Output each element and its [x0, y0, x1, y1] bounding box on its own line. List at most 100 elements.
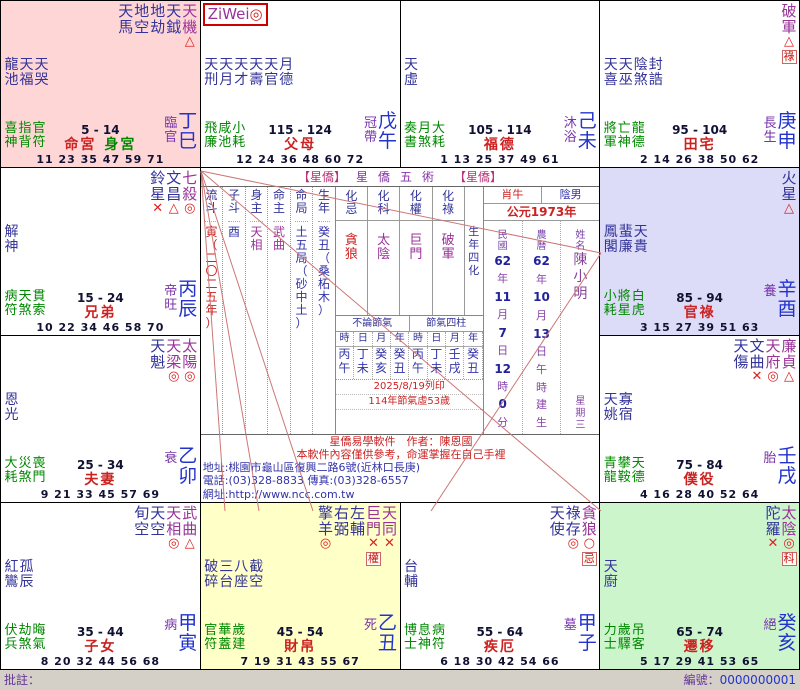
palace-info: 115 - 124 父母 12 24 36 48 60 72 — [201, 123, 400, 166]
hua-transform-mark: 忌 — [581, 551, 597, 566]
palace-xu[interactable]: 天傷文曲 ✕ 天府 ◎ 廉貞 △ 天姚寡宿青龍攀鞍天德 75 - 84 僕役 4 16 28 40… — [600, 335, 799, 502]
chart-key-value: 寅（二〇二五年） — [205, 221, 218, 330]
palace-mao[interactable]: 天魁天梁 ◎ 太陽 ◎ 恩光大耗災煞喪門 25 - 34 夫妻 9 21 33 45 57 6… — [1, 335, 200, 502]
ziwei-star-label: ZiWei — [207, 5, 250, 23]
life-stage: 養 — [763, 283, 777, 299]
lunar-date-value: 月 — [535, 308, 547, 322]
pillar-ganzhi: 壬戌 — [448, 347, 461, 376]
ganzhi-label: 甲子 — [577, 612, 597, 654]
main-stars: 天傷文曲 ✕ 天府 ◎ 廉貞 △ — [733, 338, 797, 384]
palace-name-text: 疾厄 — [483, 639, 516, 655]
spirit-star: 官符 — [32, 121, 46, 151]
age-range: 35 - 44 — [77, 625, 124, 639]
stage-ganzhi: 墓甲子 — [563, 613, 597, 653]
spirit-stars: 青龍攀鞍天德 — [603, 456, 645, 485]
minor-stars: 鳳閣蜚廉天貴 — [603, 225, 648, 255]
pillars-header-row: 時日月年時日月年 — [335, 332, 483, 348]
minor-stars: 天姚寡宿 — [603, 392, 633, 423]
main-star: 天梁 ◎ — [166, 336, 182, 384]
life-stage: 絕 — [763, 618, 777, 633]
decade-ages: 8 20 32 44 56 68 — [40, 655, 161, 668]
spirit-star: 奏書 — [403, 121, 417, 151]
spirit-star: 歲驛 — [617, 623, 631, 652]
brightness-mark: ◎ — [184, 368, 196, 384]
pillar-header: 日 — [354, 332, 373, 347]
lunar-date-value: 日 — [535, 345, 547, 359]
palace-si[interactable]: 天馬地空地劫天鉞天機 △ 龍池天福天哭喜神指背官符 5 - 14 命宮 身宮 11 23 3… — [1, 1, 200, 168]
pillar-value: 丙午 — [336, 347, 355, 380]
minor-star: 天才 — [234, 57, 249, 88]
palace-shen[interactable]: 破軍 △ 祿天喜天巫陰煞封誥將軍亡神龍德 95 - 104 田宅 2 14 26 38 5… — [600, 1, 799, 168]
decade-ages: 9 21 33 45 57 69 — [40, 487, 161, 501]
chart-key-column: 流斗寅（二〇二五年） — [201, 187, 224, 434]
main-stars: 天魁天梁 ◎ 太陽 ◎ — [150, 338, 198, 384]
sihua-label: 化科 — [368, 187, 400, 222]
palace-hai[interactable]: 陀羅 ✕ 太陰 ◎ 科天廚力士歲驛吊客 65 - 74 遷移 5 17 29 41 53 65… — [600, 502, 799, 669]
main-star: 天馬 — [118, 2, 134, 36]
main-star: 太陽 ◎ — [182, 336, 198, 384]
palace-name-text: 命宮 — [64, 137, 97, 154]
main-stars: 鈴星 ✕ 文昌 △ 七殺 ◎ — [150, 170, 198, 216]
palace-name: 僕役 — [600, 472, 799, 488]
spirit-star: 病符 — [4, 288, 18, 318]
brightness-mark: ◎ — [783, 535, 795, 551]
palace-name-text: 兄弟 — [84, 304, 117, 321]
main-star: 天府 ◎ — [765, 336, 781, 384]
spirit-stars: 大耗災煞喪門 — [4, 455, 46, 485]
brand-bracket-left: 【星僑】 — [297, 170, 346, 185]
hua-transform-mark: 權 — [366, 551, 381, 566]
ziwei-star-box[interactable]: ZiWei◎ — [202, 3, 268, 26]
birth-sihua-title-text: 生年四化 — [468, 225, 480, 278]
spirit-star: 指背 — [18, 121, 32, 151]
minguo-date-value: 12 — [494, 361, 512, 376]
minor-star: 月德 — [279, 57, 294, 88]
palace-chen[interactable]: 鈴星 ✕ 文昌 △ 七殺 ◎ 解神病符天煞貫索 15 - 24 兄弟 10 22 34 46 58… — [1, 168, 200, 335]
age-range: 65 - 74 — [676, 625, 723, 639]
decade-ages: 1 13 25 37 49 61 — [440, 153, 560, 167]
serial-label: 編號： — [683, 673, 720, 687]
palace-yin[interactable]: 旬空天空天相 ◎ 武曲 △ 紅鸞孤辰伏兵劫煞晦氣 35 - 44 子女 8 20 32 44 … — [1, 502, 200, 669]
main-stars: 陀羅 ✕ 太陰 ◎ 科 — [765, 505, 797, 566]
main-star: 旬空 — [134, 503, 150, 538]
brightness-mark: ✕ — [751, 368, 763, 384]
palace-chou[interactable]: 擎羊 ◎ 右弼左輔巨門 ✕ 權天同 ✕ 破碎三台八座截空官符華蓋歲建 45 - 54 財帛 7 1… — [200, 502, 400, 669]
chart-key-column: 命主武曲 — [268, 187, 291, 434]
brightness-mark: △ — [184, 535, 195, 551]
palace-name-text: 官祿 — [683, 304, 716, 321]
spirit-star: 災煞 — [18, 455, 32, 485]
spirit-star: 大耗 — [4, 455, 18, 485]
ziwei-chart: 【星僑】 星僑五術 【星僑】流斗寅（二〇二五年）子斗酉身主天相命主武曲命局土五局（砂… — [0, 0, 800, 670]
notes-label: 批註： — [4, 673, 41, 687]
brand-title: 星僑五術 — [355, 170, 444, 185]
palace-info: 5 - 14 命宮 身宮 11 23 35 47 59 71 — [1, 123, 200, 166]
decade-ages: 4 16 28 40 52 64 — [639, 487, 760, 501]
stage-ganzhi: 死乙丑 — [364, 613, 398, 653]
sihua-star-text: 巨門 — [409, 233, 423, 263]
lunar-date-value: 時 — [535, 380, 547, 394]
minor-star: 天月 — [219, 57, 234, 88]
palace-you[interactable]: 火星 △ 鳳閣蜚廉天貴小耗將星白虎 85 - 94 官祿 3 15 27 39 51 63… — [600, 168, 799, 335]
minor-stars: 天刑天月天才天壽天官月德 — [204, 58, 294, 88]
life-stage: 臨官 — [164, 116, 178, 146]
brightness-mark: ◎ — [767, 368, 779, 384]
spirit-stars: 病符天煞貫索 — [4, 288, 46, 318]
spirit-stars: 力士歲驛吊客 — [603, 624, 645, 652]
spirit-star: 月煞 — [417, 121, 431, 151]
stage-ganzhi: 冠帶戊午 — [364, 111, 398, 151]
spirit-star: 吊客 — [631, 623, 645, 652]
palace-zi[interactable]: 天使祿存 ◎ 貪狼 ○ 忌台輔博士息神病符 55 - 64 疾厄 6 18 30 42 54 … — [400, 502, 600, 669]
minor-star: 封誥 — [648, 57, 663, 88]
life-stage: 帝旺 — [164, 283, 178, 313]
palace-wu[interactable]: ZiWei◎ 天刑天月天才天壽天官月德飛廉咸池小耗 115 - 124 父母 12 24… — [200, 1, 400, 168]
palace-name-text: 財帛 — [284, 639, 317, 655]
lunar-date-value: 10 — [533, 290, 550, 305]
ganzhi-label: 戊午 — [377, 110, 397, 153]
palace-name-text: 僕役 — [683, 471, 716, 488]
palace-wei[interactable]: 天虛奏書月煞大耗 105 - 114 福德 1 13 25 37 49 61 沐浴己未 — [400, 1, 600, 168]
chart-key-column: 命局土五局（砂中土） — [291, 187, 314, 434]
lunar-date-label-text: 農曆 — [536, 230, 547, 253]
age-note: 114年節氣虛53歲 — [335, 395, 483, 411]
pillar-ganzhi: 丙午 — [411, 347, 424, 376]
sihua-column: 化科太陰 — [368, 187, 401, 316]
palace-info: 15 - 24 兄弟 10 22 34 46 58 70 — [1, 291, 200, 334]
